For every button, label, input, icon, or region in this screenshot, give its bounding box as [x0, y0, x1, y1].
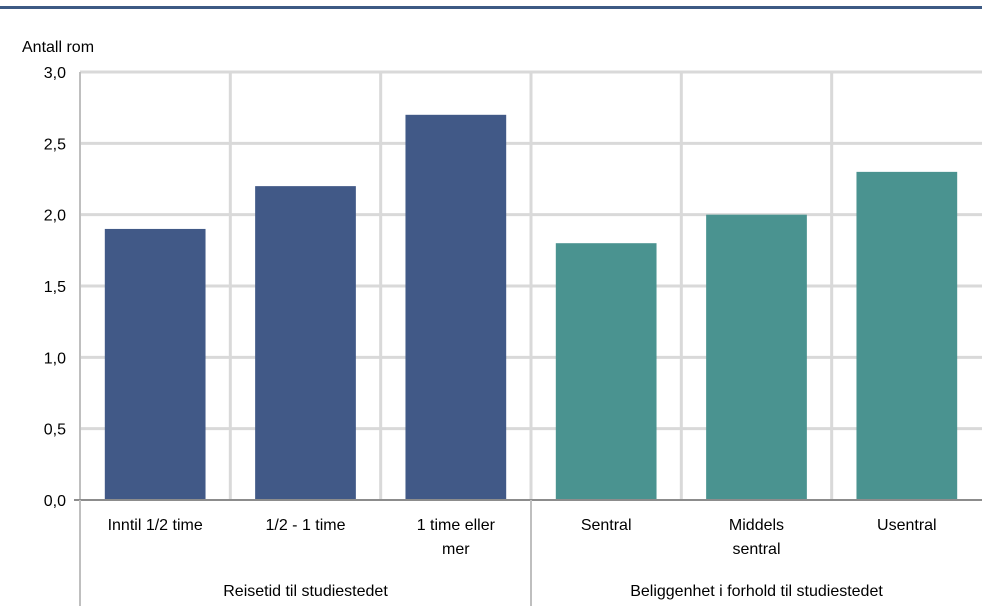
y-axis-label: Antall rom	[22, 39, 94, 56]
y-tick-label: 1,5	[44, 279, 66, 296]
y-tick-label: 0,0	[44, 493, 66, 510]
x-tick-label: Usentral	[877, 517, 937, 534]
bar	[706, 214, 807, 500]
bar	[856, 171, 958, 500]
x-tick-label: Inntil 1/2 time	[108, 517, 203, 534]
axes	[74, 72, 982, 606]
y-tick-label: 2,0	[44, 208, 66, 225]
y-tick-label: 2,5	[44, 136, 66, 153]
top-rule	[0, 6, 982, 9]
x-tick-label: Sentral	[581, 517, 632, 534]
group-label: Reisetid til studiestedet	[223, 583, 388, 600]
gridlines	[80, 70, 982, 500]
bar	[255, 186, 356, 500]
x-tick-label: 1/2 - 1 time	[265, 517, 345, 534]
bar	[555, 243, 657, 500]
x-tick-label: Middels sentral	[729, 517, 784, 558]
group-label: Beliggenhet i forhold til studiestedet	[630, 583, 883, 600]
bars	[104, 114, 958, 501]
tick-labels: 0,0 0,5 1,0 1,5 2,0 2,5 3,0 Inntil 1/2 time 1/2 …	[44, 65, 937, 600]
bar	[405, 114, 507, 501]
y-tick-label: 1,0	[44, 350, 66, 367]
bar	[104, 228, 206, 500]
y-tick-label: 0,5	[44, 422, 66, 439]
y-tick-label: 3,0	[44, 65, 66, 82]
x-tick-label: 1 time eller mer	[417, 517, 496, 558]
